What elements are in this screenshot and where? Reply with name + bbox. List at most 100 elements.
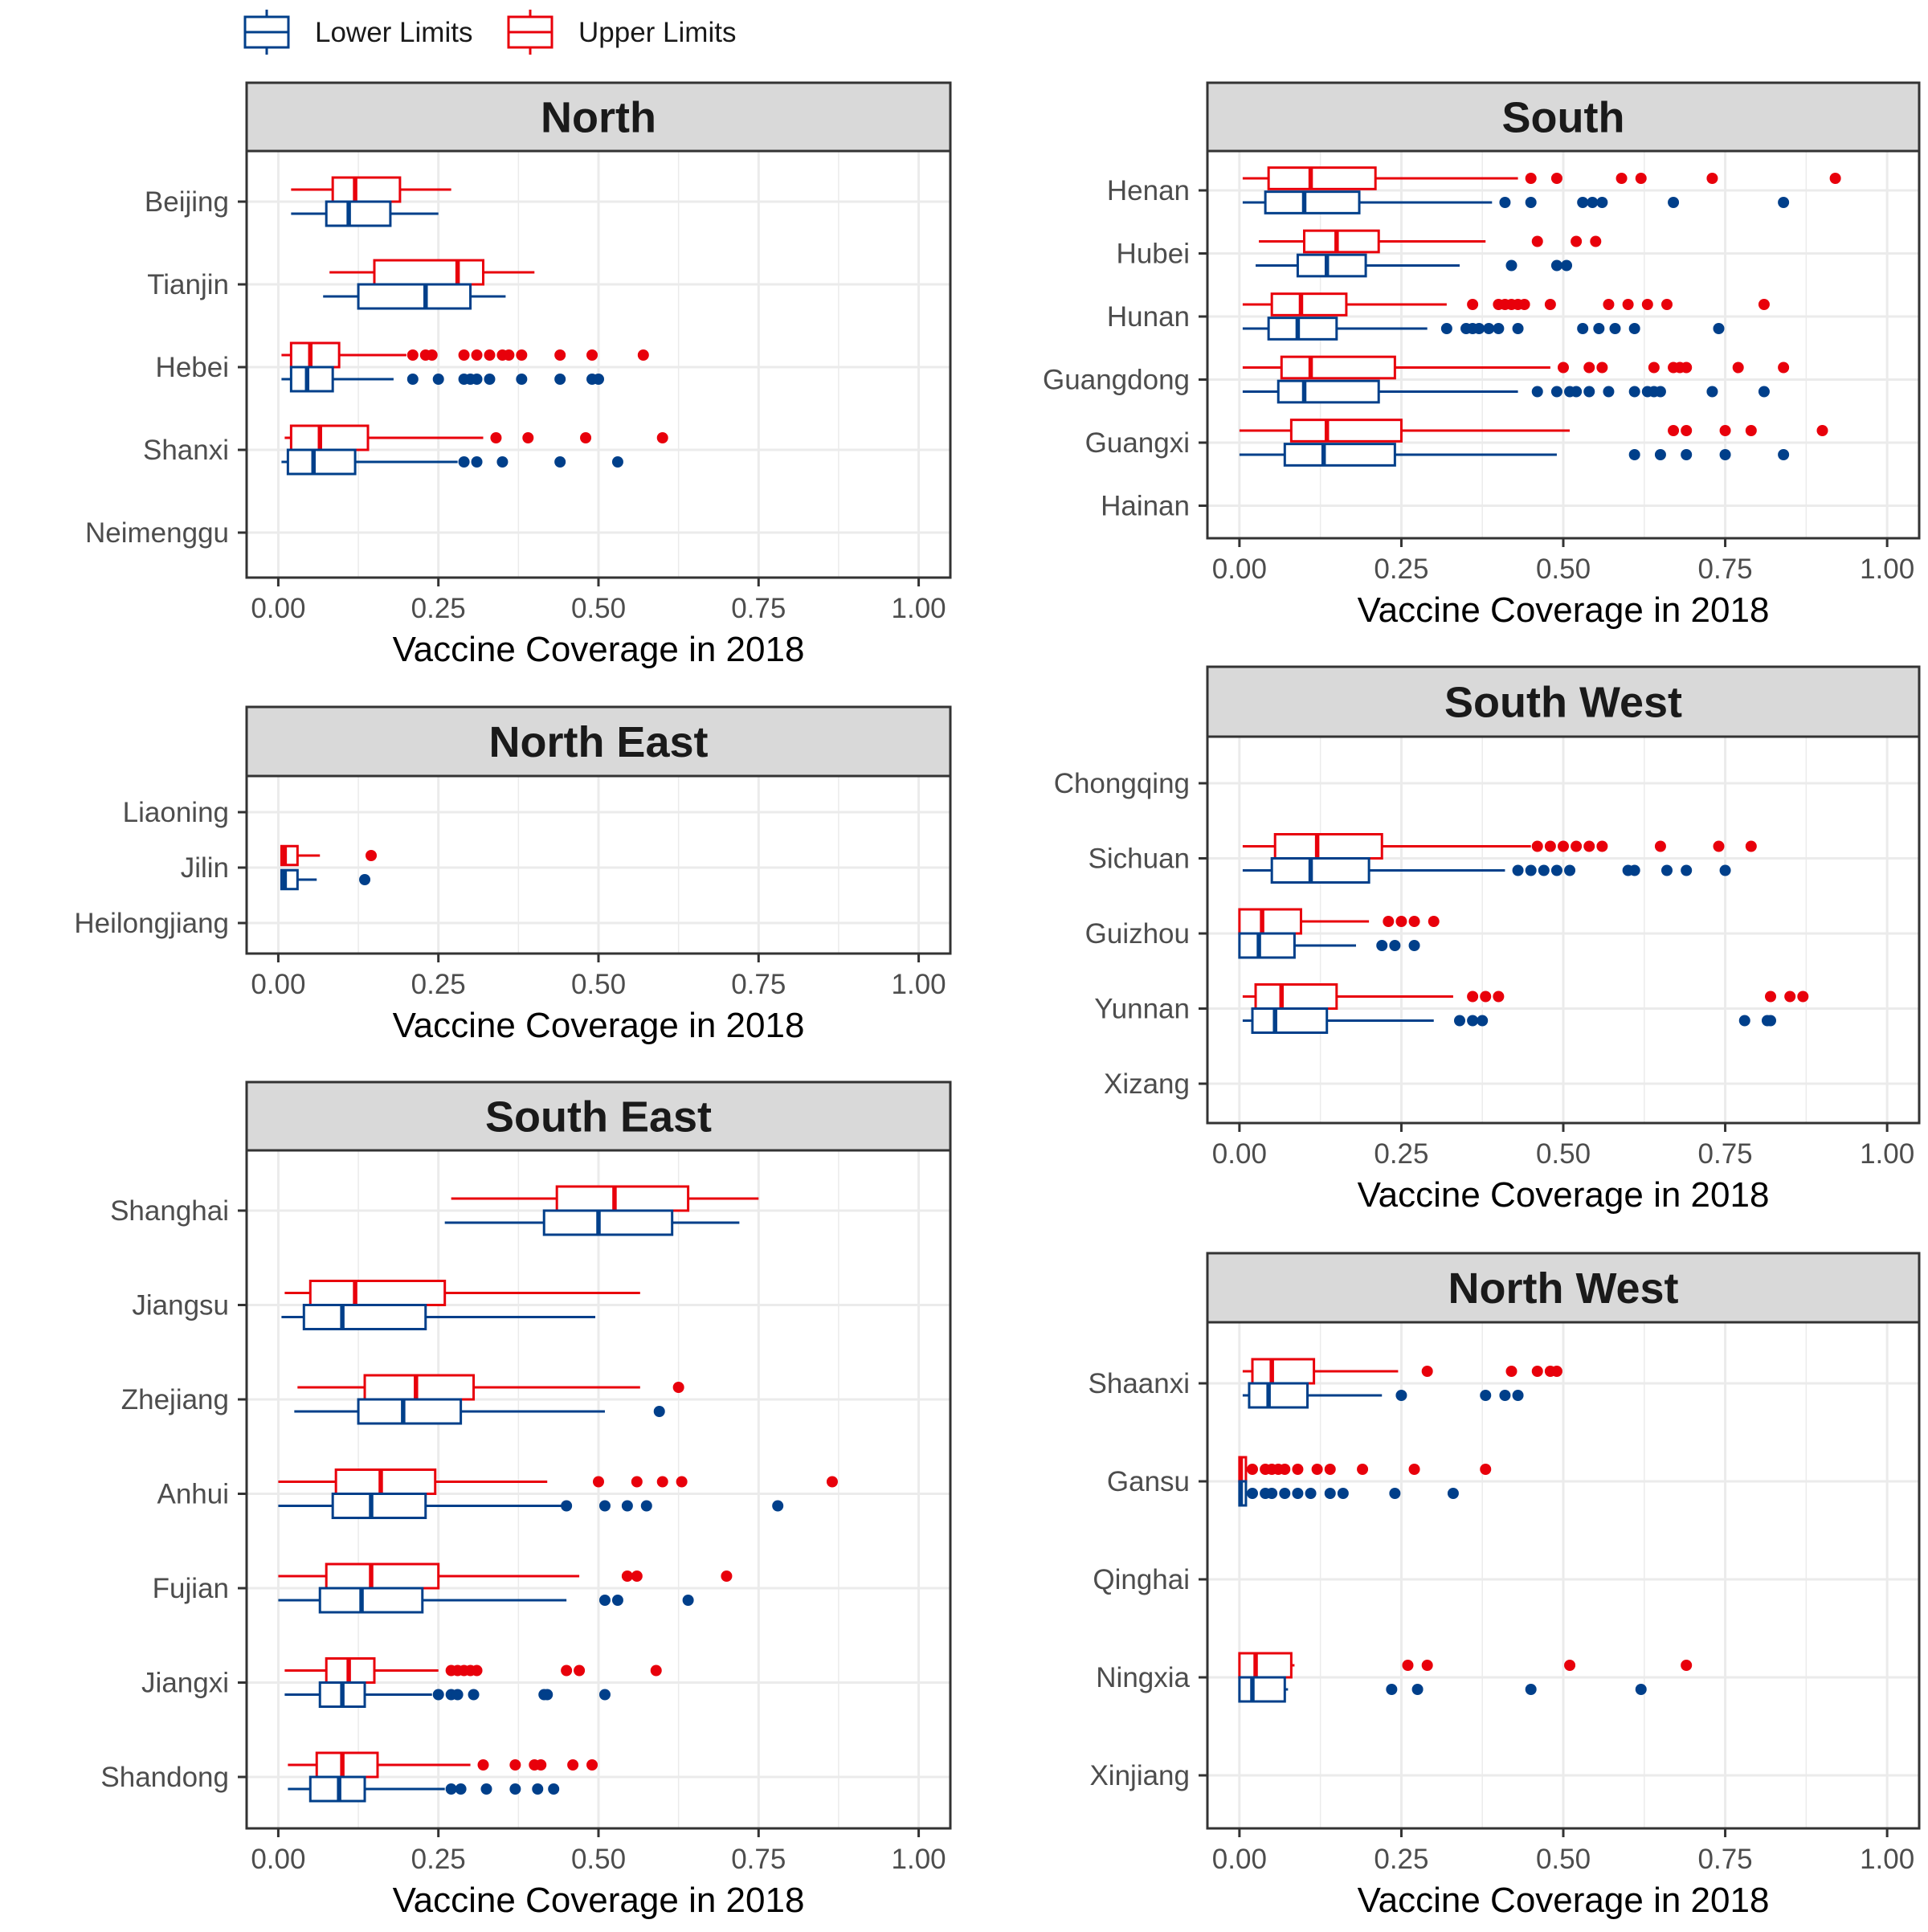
x-axis-title: Vaccine Coverage in 2018 [393, 630, 805, 669]
x-tick-label: 0.50 [571, 969, 626, 1000]
iqr-box [1238, 932, 1296, 959]
outlier-point [1505, 259, 1517, 272]
outlier-point [1784, 991, 1796, 1003]
outlier-point [611, 456, 623, 468]
box-hubei [1256, 253, 1573, 278]
outlier-point [509, 1783, 521, 1795]
iqr-box [289, 366, 334, 393]
outlier-point [1493, 323, 1505, 334]
x-tick-label: 1.00 [892, 969, 946, 1000]
panel-title: North East [488, 718, 708, 766]
box-fujian [278, 1562, 733, 1590]
y-tick-label: Tianjin [147, 269, 229, 300]
y-tick-label: Ningxia [1096, 1662, 1190, 1693]
x-axis-title: Vaccine Coverage in 2018 [1358, 1881, 1770, 1920]
x-tick-label: 0.00 [251, 1844, 305, 1875]
y-tick-label: Yunnan [1094, 994, 1190, 1025]
outlier-point [1590, 235, 1602, 247]
series-lower [1238, 857, 1777, 1034]
iqr-box [1270, 292, 1348, 317]
outlier-point [1467, 299, 1479, 310]
outlier-point [1797, 991, 1809, 1003]
box-henan [1242, 166, 1841, 190]
outlier-point [1538, 864, 1550, 876]
outlier-point [1732, 361, 1744, 374]
iqr-box [1296, 253, 1367, 278]
outlier-point [532, 1783, 544, 1795]
x-tick-label: 1.00 [1860, 553, 1914, 585]
outlier-point [1305, 1488, 1317, 1499]
x-tick-label: 0.75 [731, 969, 786, 1000]
outlier-point [1357, 1464, 1369, 1475]
outlier-point [1635, 173, 1647, 184]
outlier-point [406, 374, 419, 385]
outlier-point [1778, 197, 1790, 208]
outlier-point [1467, 991, 1479, 1003]
box-hunan [1242, 317, 1725, 341]
box-shanghai [451, 1185, 759, 1212]
outlier-point [1561, 259, 1573, 272]
outlier-point [1628, 864, 1640, 876]
outlier-point [1376, 940, 1388, 951]
outlier-point [516, 374, 528, 385]
box-shandong [288, 1751, 598, 1779]
outlier-point [554, 349, 566, 361]
iqr-box [331, 1493, 427, 1519]
outlier-point [1745, 840, 1757, 852]
outlier-point [650, 1664, 662, 1677]
iqr-box [302, 1304, 427, 1330]
y-tick-label: Guangdong [1043, 365, 1190, 396]
iqr-box [357, 1398, 463, 1425]
iqr-box [1273, 833, 1383, 860]
outlier-point [1477, 1015, 1489, 1027]
outlier-point [1596, 361, 1608, 374]
iqr-box [1302, 229, 1380, 254]
outlier-point [1550, 386, 1562, 398]
strip-background [1206, 81, 1921, 153]
box-hubei [1259, 229, 1602, 254]
y-tick-label: Neimenggu [85, 517, 229, 549]
y-tick-label: Beijing [145, 186, 229, 218]
iqr-box [1238, 908, 1302, 935]
outlier-point [656, 432, 668, 443]
x-tick-label: 0.00 [251, 969, 305, 1000]
outlier-point [1512, 1390, 1524, 1401]
x-axis: 0.00 0.25 0.50 0.75 1.00 Vaccine Coverage in … [1212, 1123, 1914, 1215]
outlier-point [1279, 1488, 1291, 1499]
outlier-point [1628, 449, 1640, 460]
outlier-point [1571, 235, 1583, 247]
outlier-point [1389, 1488, 1401, 1499]
outlier-point [721, 1571, 733, 1582]
box-beijing [291, 176, 451, 203]
y-tick-label: Sichuan [1089, 843, 1190, 875]
box-anhui [278, 1493, 784, 1519]
outlier-point [1706, 173, 1718, 184]
box-jiangxi [284, 1657, 662, 1684]
outlier-point [471, 374, 483, 385]
outlier-point [1550, 864, 1562, 876]
y-tick-label: Henan [1107, 175, 1190, 206]
outlier-point [1505, 1366, 1517, 1377]
x-axis: 0.00 0.25 0.50 0.75 1.00 Vaccine Coverage in … [251, 578, 946, 669]
outlier-point [1654, 449, 1666, 460]
outlier-point [1719, 425, 1731, 436]
outlier-point [1525, 197, 1537, 208]
box-ningxia [1238, 1652, 1693, 1679]
outlier-point [471, 1664, 483, 1677]
panel-title: South East [485, 1093, 712, 1142]
outlier-point [1499, 1390, 1511, 1401]
outlier-point [1765, 991, 1777, 1003]
y-tick-label: Shandong [100, 1762, 229, 1793]
series-lower [1239, 190, 1790, 467]
outlier-point [1738, 1015, 1750, 1027]
outlier-point [1596, 840, 1608, 852]
outlier-point [1292, 1464, 1304, 1475]
y-tick-label: Shaanxi [1089, 1368, 1190, 1399]
x-axis: 0.00 0.25 0.50 0.75 1.00 Vaccine Coverage in … [1212, 538, 1914, 630]
outlier-point [772, 1500, 784, 1512]
outlier-point [503, 349, 515, 361]
outlier-point [455, 1783, 467, 1795]
iqr-box [334, 1468, 437, 1495]
